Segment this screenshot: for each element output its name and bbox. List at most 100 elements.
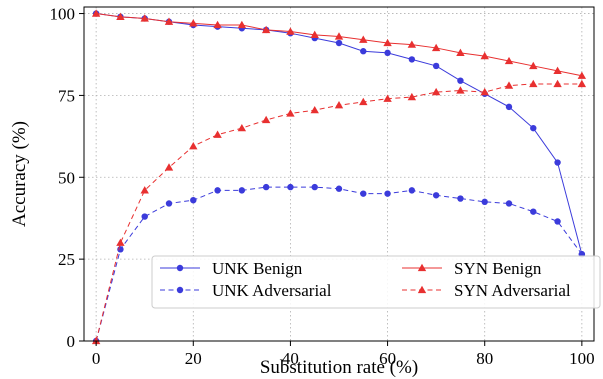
data-point [457, 195, 464, 202]
legend: UNK Benign UNK Adversarial SYN Benign SYN A… [151, 255, 601, 309]
legend-item: UNK Adversarial [160, 281, 332, 300]
legend-item: SYN Adversarial [402, 281, 571, 300]
data-point [553, 79, 562, 88]
data-point [261, 115, 271, 124]
data-point [91, 336, 101, 345]
data-point [311, 183, 318, 191]
legend-box [151, 255, 601, 309]
data-point [335, 185, 343, 192]
data-point [530, 208, 537, 215]
data-point [116, 238, 125, 246]
data-point [431, 43, 441, 52]
data-point [360, 48, 367, 55]
data-point [286, 109, 295, 117]
data-point [164, 17, 174, 25]
data-point [505, 200, 513, 207]
series-syn-benign [91, 9, 587, 79]
data-point [504, 81, 514, 89]
data-point [117, 246, 124, 253]
data-point [481, 198, 488, 206]
x-tick-label: 40 [282, 349, 299, 368]
data-point [457, 77, 464, 84]
data-point [554, 159, 561, 166]
legend-label: SYN Adversarial [454, 281, 571, 300]
data-point [116, 12, 125, 20]
legend-marker [176, 286, 184, 294]
data-point [335, 39, 343, 47]
data-point [408, 187, 416, 194]
data-point [554, 218, 561, 225]
data-point [141, 213, 148, 220]
tick-layer: 0 20 40 60 80 100 0 25 50 75 100 [50, 5, 595, 368]
x-tick-label: 80 [476, 349, 493, 368]
x-tick-label: 100 [569, 349, 595, 368]
data-point [91, 9, 101, 17]
y-tick-label: 75 [58, 86, 75, 105]
data-point [237, 20, 247, 29]
legend-label: UNK Benign [212, 259, 303, 278]
x-tick-label: 0 [92, 349, 101, 368]
data-point [384, 190, 391, 197]
y-tick-label: 25 [58, 250, 75, 269]
data-point [261, 25, 271, 34]
plot-frame [83, 6, 595, 342]
data-point [384, 49, 391, 57]
y-axis-label: Accuracy (%) [9, 121, 30, 227]
data-point [529, 79, 538, 88]
data-point [164, 163, 174, 171]
data-point [237, 123, 247, 132]
legend-item: UNK Benign [160, 259, 303, 278]
data-point [359, 35, 368, 43]
data-point [577, 71, 587, 79]
data-point [310, 30, 319, 38]
data-point [140, 186, 149, 194]
data-point [334, 32, 344, 40]
x-tick-label: 60 [379, 349, 396, 368]
data-point [190, 196, 197, 204]
series-unk-benign [92, 10, 586, 258]
data-point [504, 56, 514, 65]
data-point [432, 62, 440, 70]
legend-marker [176, 264, 184, 272]
data-point [529, 61, 538, 70]
legend-marker [417, 285, 427, 294]
data-point [530, 124, 537, 132]
legend-item: SYN Benign [402, 259, 542, 278]
data-point [286, 27, 295, 35]
legend-label: UNK Adversarial [212, 281, 332, 300]
data-point [383, 94, 392, 102]
data-point [407, 92, 417, 101]
data-point [505, 103, 513, 111]
data-point [407, 40, 417, 48]
data-point [213, 20, 222, 29]
data-point [383, 38, 392, 47]
data-point [189, 141, 198, 150]
data-point [189, 19, 198, 27]
data-point [334, 101, 344, 109]
data-point [480, 87, 489, 96]
data-point [456, 86, 465, 94]
data-point [480, 51, 489, 60]
y-tick-label: 50 [58, 168, 75, 187]
series-line-unk-benign [96, 13, 583, 255]
legend-label: SYN Benign [454, 259, 542, 278]
data-point [165, 200, 173, 207]
data-point [140, 14, 149, 22]
data-point [408, 56, 416, 63]
x-axis-label: Substitution rate (%) [260, 357, 418, 378]
data-point [214, 187, 221, 194]
series-syn-adversarial [91, 79, 587, 345]
y-tick-label: 0 [67, 332, 76, 351]
data-point [432, 192, 440, 199]
data-point [310, 105, 319, 114]
data-point [553, 66, 562, 75]
data-point [238, 187, 246, 194]
x-tick-label: 20 [185, 349, 202, 368]
legend-marker [417, 263, 427, 272]
data-point [360, 190, 367, 197]
data-point [456, 48, 465, 56]
data-point [262, 183, 270, 191]
data-point [431, 87, 441, 96]
data-point [577, 79, 587, 88]
